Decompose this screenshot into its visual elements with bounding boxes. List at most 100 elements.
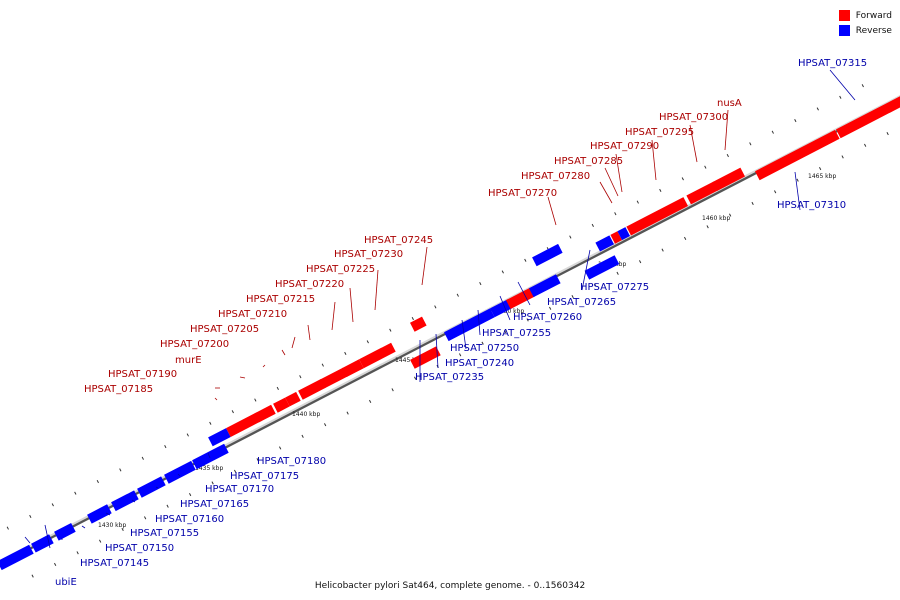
gene-box-hpsat-07145	[0, 544, 34, 571]
gene-label-hpsat-07315: HPSAT_07315	[798, 58, 867, 69]
tick-bottom-22	[526, 318, 529, 322]
leader-line-mure	[239, 376, 246, 379]
leader-line-hpsat-07245	[421, 246, 428, 286]
tick-bottom-31	[729, 213, 732, 217]
tick-top-27	[614, 212, 617, 216]
gene-box-hpsat-07255	[532, 243, 563, 267]
tick-bottom-6	[166, 504, 169, 508]
tick-bottom-28	[661, 248, 664, 252]
gene-box-hpsat-07230	[410, 316, 427, 332]
tick-top-28	[636, 200, 639, 204]
tick-top-11	[254, 398, 257, 402]
tick-top-8	[186, 433, 189, 437]
scale-label-3: 1445 kbp	[395, 357, 423, 364]
tick-bottom-5	[144, 516, 147, 520]
gene-label-hpsat-07280: HPSAT_07280	[521, 171, 590, 182]
tick-bottom-11	[279, 446, 282, 450]
gene-label-hpsat-07225: HPSAT_07225	[306, 264, 375, 275]
tick-bottom-17	[414, 376, 417, 380]
tick-bottom-14	[346, 411, 349, 415]
gene-box-hpsat-07265	[595, 235, 614, 252]
gene-label-hpsat-07250: HPSAT_07250	[450, 343, 519, 354]
tick-top-3	[74, 491, 77, 495]
gene-label-hpsat-07145: HPSAT_07145	[80, 558, 149, 569]
tick-top-32	[726, 153, 729, 158]
leader-line-hpsat-07260	[499, 295, 511, 321]
tick-bottom-30	[706, 225, 709, 229]
gene-label-nusa: nusA	[717, 98, 742, 109]
leader-line-hpsat-07285	[604, 167, 619, 197]
leader-line-hpsat-07255	[477, 309, 481, 336]
gene-box-hpsat-07215	[342, 359, 364, 377]
tick-top-5	[119, 468, 122, 472]
leader-line-hpsat-07205	[281, 349, 286, 356]
gene-box-hpsat-07275	[617, 227, 630, 241]
gene-box-hpsat-07245	[506, 287, 535, 309]
tick-bottom-21	[504, 329, 507, 334]
gene-box-hpsat-07240	[490, 299, 513, 318]
tick-bottom-26	[616, 271, 619, 275]
gene-box-hpsat-07295	[755, 129, 840, 181]
tick-top-35	[794, 119, 797, 123]
tick-top-21	[479, 282, 482, 286]
forward-swatch	[838, 10, 850, 21]
gene-label-hpsat-07170: HPSAT_07170	[205, 484, 274, 495]
leader-line-hpsat-07310	[794, 171, 801, 211]
gene-box-mure	[273, 397, 290, 413]
gene-label-hpsat-07200: HPSAT_07200	[160, 339, 229, 350]
gene-label-hpsat-07215: HPSAT_07215	[246, 294, 315, 305]
tick-top-16	[366, 340, 369, 344]
leader-line-hpsat-07180	[207, 452, 211, 459]
tick-bottom-9	[234, 469, 237, 473]
gene-box-hpsat-07235	[444, 308, 495, 342]
tick-bottom-12	[301, 434, 304, 438]
leader-line-ubie	[44, 524, 51, 549]
tick-bottom-29	[684, 236, 687, 240]
tick-bottom-38	[886, 132, 889, 136]
gene-label-hpsat-07160: HPSAT_07160	[155, 514, 224, 525]
gene-label-hpsat-07165: HPSAT_07165	[180, 499, 249, 510]
tick-top-22	[501, 270, 504, 274]
tick-bottom-16	[391, 388, 394, 392]
gene-label-hpsat-07240: HPSAT_07240	[445, 358, 514, 369]
leader-line-hpsat-07295	[651, 139, 657, 181]
gene-box-hpsat-07175	[192, 443, 229, 470]
leader-line-hpsat-07220	[331, 301, 336, 331]
gene-label-mure: murE	[175, 355, 202, 366]
leader-line-hpsat-07270	[547, 196, 557, 226]
scale-label-4: 1450 kbp	[496, 308, 524, 315]
tick-top-33	[749, 142, 752, 146]
gene-label-hpsat-07300: HPSAT_07300	[659, 112, 728, 123]
tick-bottom-34	[796, 178, 799, 182]
gene-label-hpsat-07230: HPSAT_07230	[334, 249, 403, 260]
leader-line-hpsat-07200	[262, 364, 266, 368]
leader-line-hpsat-07155	[81, 525, 86, 529]
legend-label-forward: Forward	[855, 10, 892, 21]
gene-label-hpsat-07180: HPSAT_07180	[257, 456, 326, 467]
tick-bottom-36	[841, 155, 844, 159]
tick-top-31	[704, 165, 707, 169]
leader-line-hpsat-07265	[517, 281, 531, 306]
tick-bottom-7	[189, 493, 192, 497]
tick-top-36	[816, 107, 819, 111]
gene-box-hpsat-07270	[610, 231, 622, 244]
tick-top-25	[569, 235, 572, 239]
tick-bottom-32	[751, 201, 754, 206]
tick-bottom-1	[54, 562, 57, 566]
tick-top-14	[321, 363, 324, 367]
leader-line-nusa	[724, 109, 729, 151]
tick-bottom-13	[324, 423, 327, 427]
tick-top-34	[771, 130, 774, 134]
gene-box-hpsat-07155	[87, 504, 112, 524]
leader-line-hpsat-07290	[615, 153, 623, 193]
gene-label-hpsat-07155: HPSAT_07155	[130, 528, 199, 539]
leader-line-hpsat-07210	[291, 336, 296, 349]
tick-bottom-25	[594, 283, 597, 287]
tick-top-2	[51, 503, 54, 507]
tick-bottom-33	[774, 190, 777, 194]
tick-bottom-19	[459, 353, 462, 357]
gene-label-hpsat-07220: HPSAT_07220	[275, 279, 344, 290]
gene-label-hpsat-07190: HPSAT_07190	[108, 369, 177, 380]
